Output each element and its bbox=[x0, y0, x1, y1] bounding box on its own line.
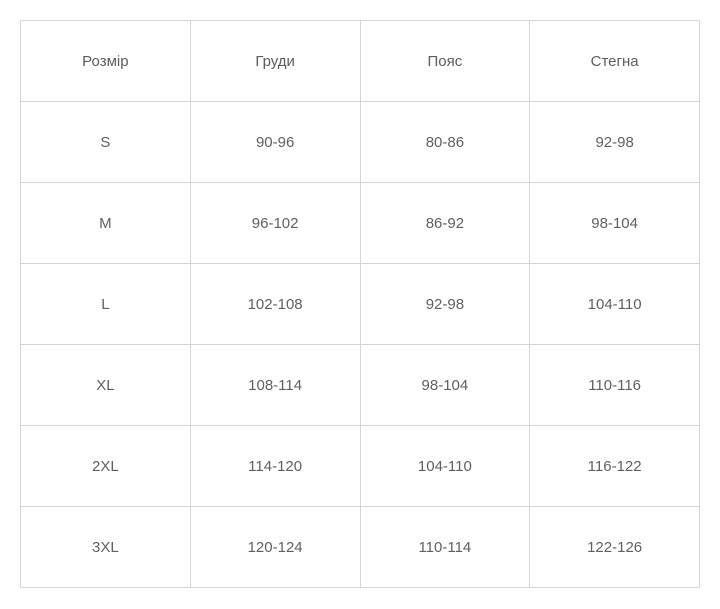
cell-size: S bbox=[21, 102, 191, 183]
cell-hips: 122-126 bbox=[530, 507, 700, 588]
cell-hips: 92-98 bbox=[530, 102, 700, 183]
cell-size: 3XL bbox=[21, 507, 191, 588]
cell-hips: 116-122 bbox=[530, 426, 700, 507]
cell-hips: 104-110 bbox=[530, 264, 700, 345]
col-header-hips: Стегна bbox=[530, 21, 700, 102]
table-row: XL 108-114 98-104 110-116 bbox=[21, 345, 700, 426]
cell-size: 2XL bbox=[21, 426, 191, 507]
cell-waist: 98-104 bbox=[360, 345, 530, 426]
cell-waist: 80-86 bbox=[360, 102, 530, 183]
cell-hips: 110-116 bbox=[530, 345, 700, 426]
table-row: 2XL 114-120 104-110 116-122 bbox=[21, 426, 700, 507]
table-row: L 102-108 92-98 104-110 bbox=[21, 264, 700, 345]
cell-chest: 90-96 bbox=[190, 102, 360, 183]
cell-waist: 104-110 bbox=[360, 426, 530, 507]
cell-chest: 120-124 bbox=[190, 507, 360, 588]
col-header-size: Розмір bbox=[21, 21, 191, 102]
table-row: S 90-96 80-86 92-98 bbox=[21, 102, 700, 183]
cell-size: L bbox=[21, 264, 191, 345]
cell-chest: 108-114 bbox=[190, 345, 360, 426]
cell-size: XL bbox=[21, 345, 191, 426]
col-header-waist: Пояс bbox=[360, 21, 530, 102]
table-header-row: Розмір Груди Пояс Стегна bbox=[21, 21, 700, 102]
cell-hips: 98-104 bbox=[530, 183, 700, 264]
cell-chest: 114-120 bbox=[190, 426, 360, 507]
cell-waist: 110-114 bbox=[360, 507, 530, 588]
cell-waist: 92-98 bbox=[360, 264, 530, 345]
cell-chest: 96-102 bbox=[190, 183, 360, 264]
size-chart-table: Розмір Груди Пояс Стегна S 90-96 80-86 9… bbox=[20, 20, 700, 588]
cell-size: M bbox=[21, 183, 191, 264]
cell-waist: 86-92 bbox=[360, 183, 530, 264]
col-header-chest: Груди bbox=[190, 21, 360, 102]
table-row: 3XL 120-124 110-114 122-126 bbox=[21, 507, 700, 588]
table-row: M 96-102 86-92 98-104 bbox=[21, 183, 700, 264]
cell-chest: 102-108 bbox=[190, 264, 360, 345]
